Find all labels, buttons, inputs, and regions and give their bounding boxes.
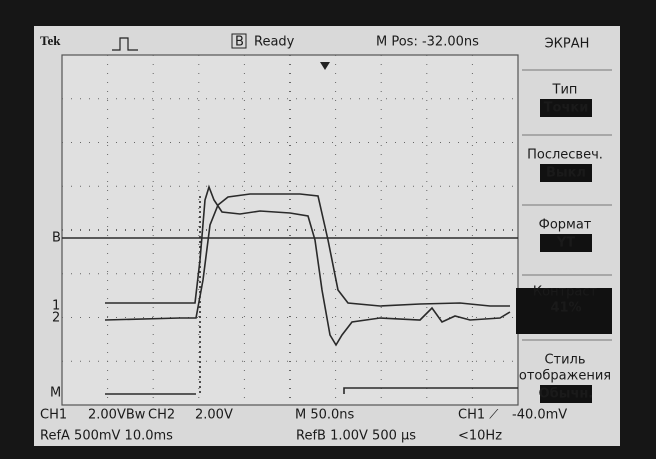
menu-title: ЭКРАН [545,37,590,52]
brand: Tek [40,33,61,48]
menu-label[interactable]: Стиль [544,353,585,368]
status-field: <10Hz [458,429,502,444]
ch2-marker: 2 [52,311,60,326]
menu-label[interactable]: отображения [519,369,611,384]
oscilloscope-screen: B 1 2 M Tek B Ready M Pos: -32.00ns ЭКРА… [0,0,656,459]
status-field: -40.0mV [512,408,567,423]
page: B 1 2 M Tek B Ready M Pos: -32.00ns ЭКРА… [0,0,656,459]
status-field: 2.00V [195,408,233,423]
menu-value[interactable]: Обычн. [539,387,594,402]
menu-value[interactable]: Выкл [546,166,586,181]
menu-value[interactable]: Точки [544,101,589,116]
status-field: CH1 ⟋ [458,408,499,423]
status-field: CH1 [40,408,67,423]
menu-label[interactable]: Тип [552,83,578,98]
position: M Pos: -32.00ns [376,35,479,50]
menu-label[interactable]: Послесвеч. [527,148,603,163]
status-field: 2.00VBw [88,408,146,423]
status-field: RefB 1.00V 500 µs [296,429,416,444]
acq-mode: B [235,35,244,50]
status-field: CH2 [148,408,175,423]
menu-value[interactable]: YT [556,236,575,251]
menu-label[interactable]: Формат [539,218,592,233]
menu-value[interactable]: 41% [550,301,581,316]
status-field: RefA 500mV 10.0ms [40,429,173,444]
status-field: M 50.0ns [295,408,355,423]
menu-label[interactable]: Контраст [533,285,598,300]
trigger-state: Ready [254,35,295,50]
math-marker: M [50,386,61,401]
ref-b-marker: B [52,231,61,246]
